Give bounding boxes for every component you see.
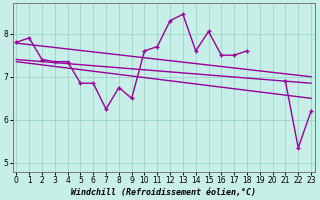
X-axis label: Windchill (Refroidissement éolien,°C): Windchill (Refroidissement éolien,°C) [71, 188, 256, 197]
